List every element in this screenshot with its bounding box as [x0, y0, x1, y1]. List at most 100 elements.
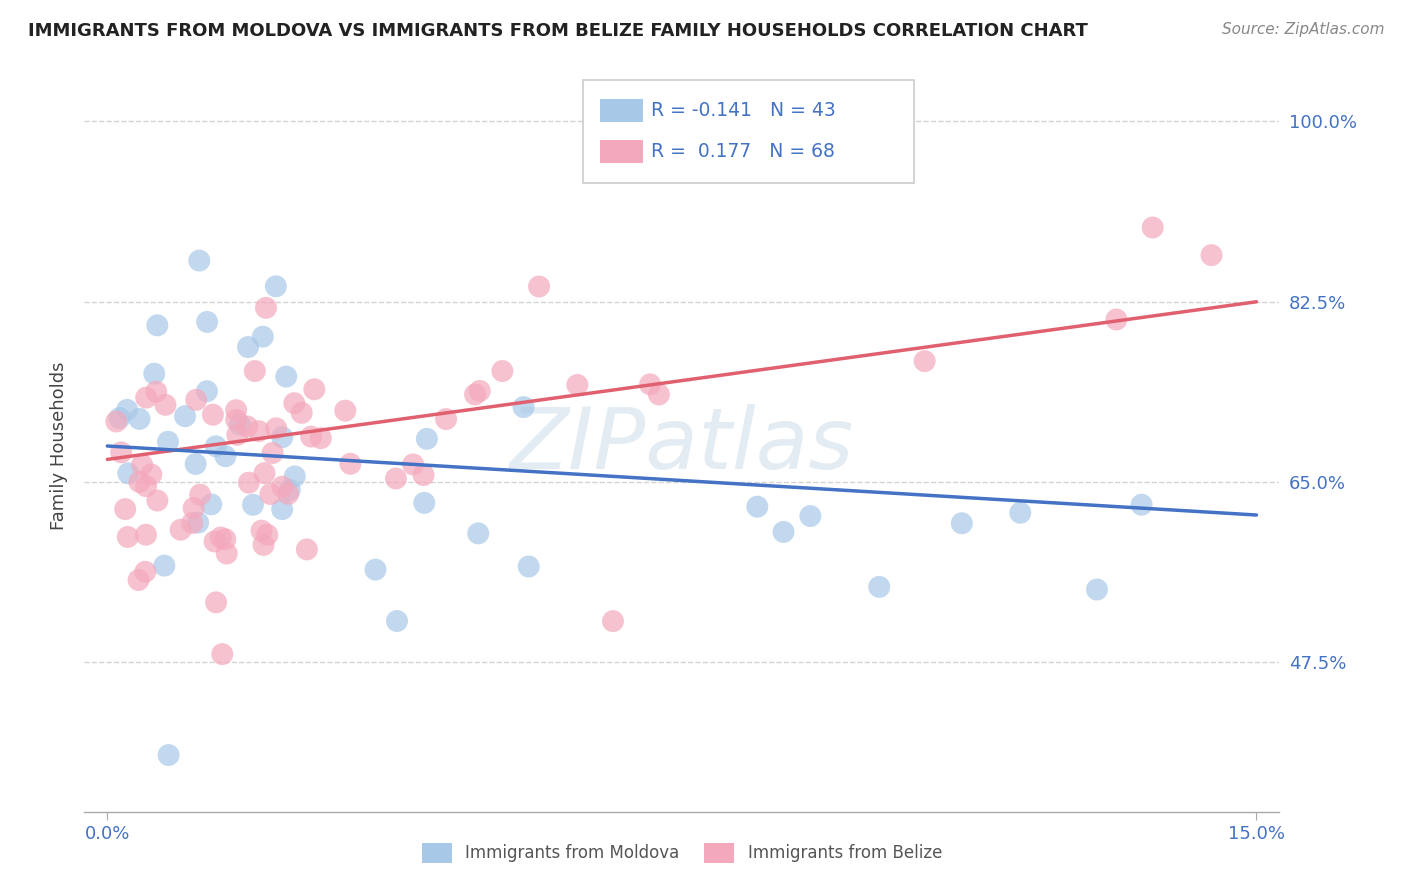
Point [243, 364, 266, 378]
Point [259, 487, 281, 501]
Point [229, 417, 252, 432]
Point [146, 318, 169, 333]
Y-axis label: Family Households: Family Households [49, 362, 67, 530]
Point [434, 412, 457, 426]
Point [278, 483, 301, 497]
Point [108, 411, 131, 425]
Point [135, 527, 157, 541]
Point [1105, 312, 1128, 326]
Point [215, 547, 238, 561]
Point [105, 415, 128, 429]
Point [117, 530, 139, 544]
Point [214, 449, 236, 463]
Point [468, 384, 491, 398]
Point [264, 279, 287, 293]
Point [205, 595, 228, 609]
Point [253, 466, 276, 480]
Point [155, 398, 177, 412]
Point [309, 431, 332, 445]
Point [225, 413, 247, 427]
Point [110, 445, 132, 459]
Point [638, 377, 661, 392]
Point [141, 467, 163, 482]
Point [304, 382, 326, 396]
Point [264, 421, 287, 435]
Point [277, 487, 299, 501]
Text: ZIPatlas: ZIPatlas [510, 404, 853, 488]
Point [799, 509, 821, 524]
Point [211, 647, 233, 661]
Point [512, 400, 534, 414]
Point [648, 387, 671, 401]
Point [747, 500, 769, 514]
Point [115, 402, 138, 417]
Point [276, 369, 298, 384]
Point [914, 354, 936, 368]
Point [364, 563, 387, 577]
Point [413, 496, 436, 510]
Point [201, 408, 224, 422]
Point [183, 501, 205, 516]
Point [262, 446, 284, 460]
Point [156, 434, 179, 449]
Point [238, 475, 260, 490]
Point [1010, 506, 1032, 520]
Point [1142, 220, 1164, 235]
Point [153, 558, 176, 573]
Point [517, 559, 540, 574]
Point [135, 479, 157, 493]
Point [385, 471, 408, 485]
Point [385, 614, 408, 628]
Point [491, 364, 513, 378]
Point [252, 538, 274, 552]
Point [295, 542, 318, 557]
Point [157, 747, 180, 762]
Point [236, 340, 259, 354]
Text: R =  0.177   N = 68: R = 0.177 N = 68 [651, 142, 835, 161]
Point [204, 534, 226, 549]
Point [225, 403, 247, 417]
Point [135, 391, 157, 405]
Point [283, 396, 305, 410]
Point [467, 526, 489, 541]
Point [195, 384, 218, 399]
Point [567, 378, 589, 392]
Point [236, 419, 259, 434]
Point [950, 516, 973, 531]
Point [143, 367, 166, 381]
Point [412, 468, 434, 483]
Point [291, 406, 314, 420]
Point [247, 424, 270, 438]
Point [868, 580, 890, 594]
Point [1085, 582, 1108, 597]
Text: IMMIGRANTS FROM MOLDOVA VS IMMIGRANTS FROM BELIZE FAMILY HOUSEHOLDS CORRELATION : IMMIGRANTS FROM MOLDOVA VS IMMIGRANTS FR… [28, 22, 1088, 40]
Point [214, 532, 236, 546]
Point [114, 502, 136, 516]
Point [181, 516, 204, 530]
Point [416, 432, 439, 446]
Point [242, 498, 264, 512]
Point [250, 524, 273, 538]
Text: Source: ZipAtlas.com: Source: ZipAtlas.com [1222, 22, 1385, 37]
Text: R = -0.141   N = 43: R = -0.141 N = 43 [651, 101, 835, 120]
Point [117, 467, 139, 481]
Point [187, 516, 209, 530]
Point [254, 301, 277, 315]
Point [186, 392, 208, 407]
Point [1201, 248, 1223, 262]
Point [252, 329, 274, 343]
Point [402, 458, 425, 472]
Point [128, 475, 150, 489]
Point [209, 531, 232, 545]
Point [174, 409, 197, 424]
Point [184, 457, 207, 471]
Point [284, 469, 307, 483]
Point [188, 253, 211, 268]
Point [271, 430, 294, 444]
Point [128, 573, 150, 587]
Point [772, 524, 794, 539]
Point [200, 497, 222, 511]
Point [464, 387, 486, 401]
Point [271, 480, 294, 494]
Point [1130, 498, 1153, 512]
